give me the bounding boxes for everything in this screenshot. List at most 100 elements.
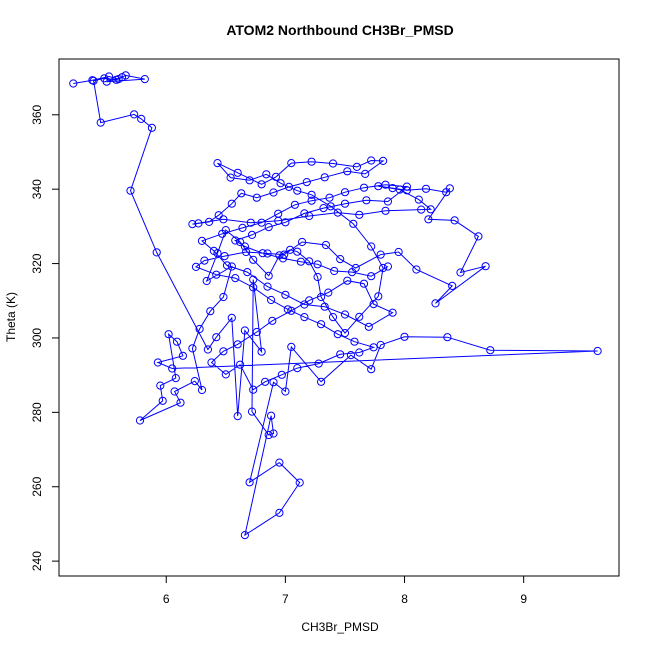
data-point <box>264 271 273 280</box>
data-point <box>200 256 209 265</box>
data-point <box>276 179 285 188</box>
data-point <box>367 272 376 281</box>
data-point <box>369 343 378 352</box>
data-point <box>195 324 204 334</box>
x-axis: 6 7 8 9 <box>163 575 527 606</box>
data-point <box>219 292 228 302</box>
data-point <box>152 248 161 257</box>
data-point <box>296 257 305 266</box>
data-point <box>245 176 254 185</box>
data-point <box>212 270 221 279</box>
data-point <box>275 458 284 467</box>
data-point <box>213 159 222 168</box>
data-point <box>231 236 240 245</box>
x-tick-label: 7 <box>282 592 289 606</box>
data-point <box>172 337 182 346</box>
data-point <box>293 364 302 373</box>
data-point <box>240 242 249 251</box>
data-point <box>298 237 307 247</box>
data-point <box>252 193 261 202</box>
data-point <box>247 230 257 239</box>
data-point <box>206 307 215 316</box>
data-point <box>421 184 431 193</box>
data-point <box>188 344 197 353</box>
data-point <box>203 345 212 354</box>
data-point <box>249 385 258 394</box>
data-point <box>317 292 326 302</box>
data-point <box>355 312 364 321</box>
data-point <box>164 330 173 339</box>
data-point <box>226 173 235 182</box>
data-point <box>252 327 261 337</box>
data-point <box>333 208 342 217</box>
data-point <box>277 370 286 379</box>
y-axis: 240 260 280 300 320 340 360 <box>30 104 60 571</box>
data-point <box>278 254 288 263</box>
data-point <box>126 186 135 195</box>
data-point <box>269 429 278 438</box>
data-point <box>233 340 242 349</box>
data-point <box>197 236 207 245</box>
data-point <box>369 300 378 309</box>
data-point <box>202 276 211 286</box>
data-point <box>383 262 392 271</box>
data-point <box>267 295 276 305</box>
data-point <box>328 159 338 168</box>
data-point <box>236 237 245 247</box>
data-point <box>135 416 145 425</box>
data-point <box>218 229 227 238</box>
data-point <box>245 478 254 487</box>
data-point <box>168 364 177 373</box>
plot-frame <box>58 58 620 577</box>
data-point <box>300 300 309 309</box>
y-tick-label: 320 <box>30 253 44 273</box>
data-point <box>336 255 345 264</box>
data-point <box>104 72 114 81</box>
data-point <box>414 195 423 204</box>
data-point <box>69 79 78 88</box>
data-point <box>367 242 376 251</box>
data-point <box>379 156 388 165</box>
data-point <box>388 184 397 193</box>
data-point <box>264 223 273 232</box>
data-point <box>340 199 350 208</box>
data-point <box>197 385 207 395</box>
data-point <box>100 74 109 83</box>
data-point <box>88 76 97 85</box>
y-tick-label: 300 <box>30 328 44 348</box>
data-point <box>367 365 376 374</box>
data-point <box>112 75 121 84</box>
data-point <box>214 211 223 220</box>
data-point <box>431 299 440 308</box>
data-point <box>209 246 218 255</box>
data-point <box>319 204 328 213</box>
data-point <box>426 205 435 214</box>
data-point <box>220 252 229 261</box>
data-point <box>240 326 249 335</box>
data-point <box>156 381 165 390</box>
chart-title: ATOM2 Northbound CH3Br_PMSD <box>226 22 453 38</box>
data-point <box>305 296 314 305</box>
data-point <box>402 186 411 195</box>
data-point <box>274 209 283 218</box>
data-point <box>231 274 240 283</box>
data-point <box>313 272 322 282</box>
data-point <box>474 232 483 241</box>
data-point <box>293 247 302 256</box>
data-point <box>281 290 290 299</box>
data-point <box>317 377 326 386</box>
data-point <box>233 412 242 421</box>
data-point <box>355 210 364 219</box>
data-point <box>243 268 252 277</box>
data-point <box>263 249 272 258</box>
data-point <box>219 215 228 224</box>
data-point <box>261 377 270 386</box>
data-point <box>287 159 296 168</box>
data-point <box>284 182 294 191</box>
y-tick-label: 280 <box>30 402 44 422</box>
data-point <box>237 189 246 198</box>
data-point <box>281 218 290 227</box>
data-point <box>89 76 98 86</box>
data-point <box>233 168 242 177</box>
